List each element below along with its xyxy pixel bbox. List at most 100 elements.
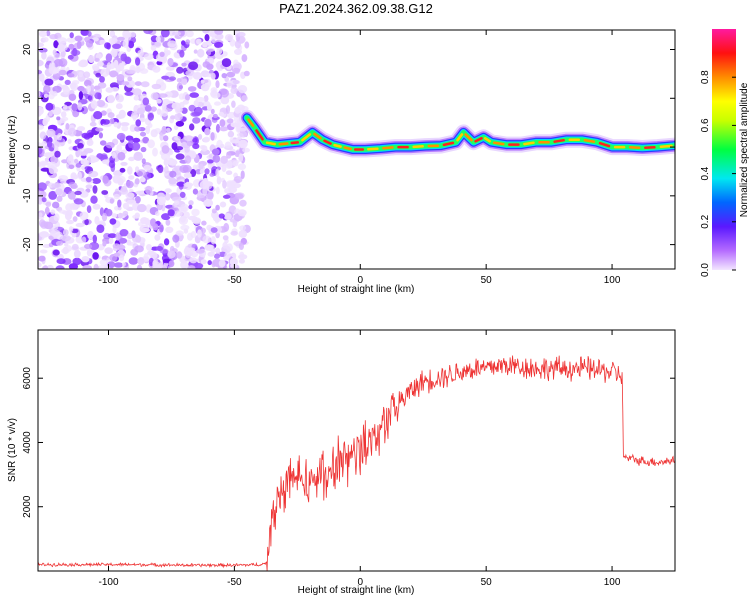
noise-blob: [188, 104, 196, 112]
snr-series-line: [38, 355, 675, 571]
ridge-core: [412, 145, 424, 149]
noise-blob: [38, 42, 44, 48]
noise-blob: [215, 123, 221, 133]
noise-blob: [79, 211, 89, 221]
noise-blob: [62, 246, 69, 255]
noise-blob: [41, 51, 47, 60]
noise-blob: [132, 137, 141, 143]
noise-blob: [116, 74, 125, 81]
noise-blob: [165, 226, 174, 233]
noise-blob: [109, 218, 117, 225]
noise-blob: [164, 193, 171, 201]
noise-blob: [226, 181, 235, 190]
noise-blob: [82, 265, 92, 269]
noise-blob: [210, 227, 218, 233]
noise-blob: [192, 117, 201, 124]
y-tick-label: 2000: [22, 495, 33, 518]
noise-blob: [104, 42, 111, 49]
noise-blob: [60, 111, 67, 118]
noise-blob: [176, 66, 184, 74]
noise-blob: [106, 62, 112, 71]
ridge-core: [323, 139, 332, 145]
noise-blob: [86, 139, 94, 147]
noise-blob: [200, 83, 210, 92]
noise-blob: [63, 104, 68, 110]
noise-blob: [38, 30, 48, 38]
noise-blob: [223, 213, 232, 220]
noise-blob: [65, 210, 73, 217]
noise-blob: [168, 260, 175, 268]
noise-blob: [215, 186, 220, 195]
noise-blob: [92, 252, 99, 260]
noise-blob: [174, 113, 183, 121]
noise-blob: [216, 47, 223, 55]
noise-blob: [94, 216, 100, 225]
noise-blob: [78, 150, 83, 156]
noise-blob: [57, 133, 63, 141]
noise-blob: [238, 229, 248, 238]
noise-blob: [199, 169, 204, 174]
noise-blob: [96, 153, 104, 160]
noise-blob: [107, 94, 115, 104]
x-tick-label: 0: [357, 577, 363, 588]
noise-blob: [226, 243, 233, 252]
ridge-core: [628, 146, 641, 150]
noise-blob: [81, 150, 88, 156]
noise-blob: [161, 125, 167, 135]
noise-blob: [131, 142, 141, 151]
noise-blob: [206, 104, 212, 112]
y-tick-label: 10: [22, 92, 33, 104]
noise-blob: [111, 151, 117, 159]
noise-blob: [166, 127, 171, 133]
noise-blob: [184, 135, 194, 142]
noise-blob: [85, 184, 93, 189]
noise-blob: [197, 229, 202, 238]
noise-blob: [200, 259, 207, 265]
colorbar-tick-label: 0.0: [700, 263, 711, 277]
noise-blob: [210, 72, 216, 80]
noise-blob: [206, 63, 214, 70]
noise-blob: [115, 232, 121, 241]
noise-blob: [187, 247, 196, 253]
noise-blob: [86, 85, 91, 93]
noise-blob: [171, 31, 182, 36]
noise-blob: [143, 253, 149, 261]
noise-blob: [73, 249, 81, 259]
noise-blob: [83, 71, 91, 79]
noise-blob: [67, 190, 76, 200]
noise-blob: [88, 170, 99, 178]
noise-blob: [134, 81, 142, 86]
noise-blob: [237, 31, 246, 38]
noise-blob: [112, 225, 117, 234]
noise-blob: [163, 135, 169, 142]
noise-blob: [43, 93, 49, 99]
noise-blob: [112, 243, 121, 249]
noise-blob: [52, 201, 60, 209]
noise-blob: [71, 184, 78, 189]
noise-blob: [38, 59, 44, 67]
ridge-core: [553, 138, 565, 143]
noise-blob: [222, 194, 231, 199]
noise-blob: [53, 52, 61, 59]
noise-blob: [43, 152, 54, 158]
noise-blob: [214, 41, 224, 48]
noise-blob: [85, 176, 92, 183]
noise-blob: [43, 84, 51, 94]
noise-blob: [73, 198, 84, 205]
noise-blob: [75, 163, 82, 168]
noise-blob: [159, 224, 164, 233]
noise-blob: [127, 76, 133, 82]
noise-blob: [102, 240, 107, 247]
noise-blob: [139, 131, 147, 137]
spectrogram-frame: [37, 29, 676, 270]
x-tick-label: 100: [604, 577, 621, 588]
noise-blob: [175, 120, 185, 127]
noise-blob: [131, 230, 136, 239]
noise-blob: [45, 115, 50, 123]
noise-blob: [160, 108, 169, 117]
noise-blob: [87, 31, 92, 37]
noise-blob: [209, 172, 215, 177]
noise-blob: [55, 188, 63, 196]
noise-blob: [124, 91, 134, 96]
noise-blob: [233, 176, 243, 183]
